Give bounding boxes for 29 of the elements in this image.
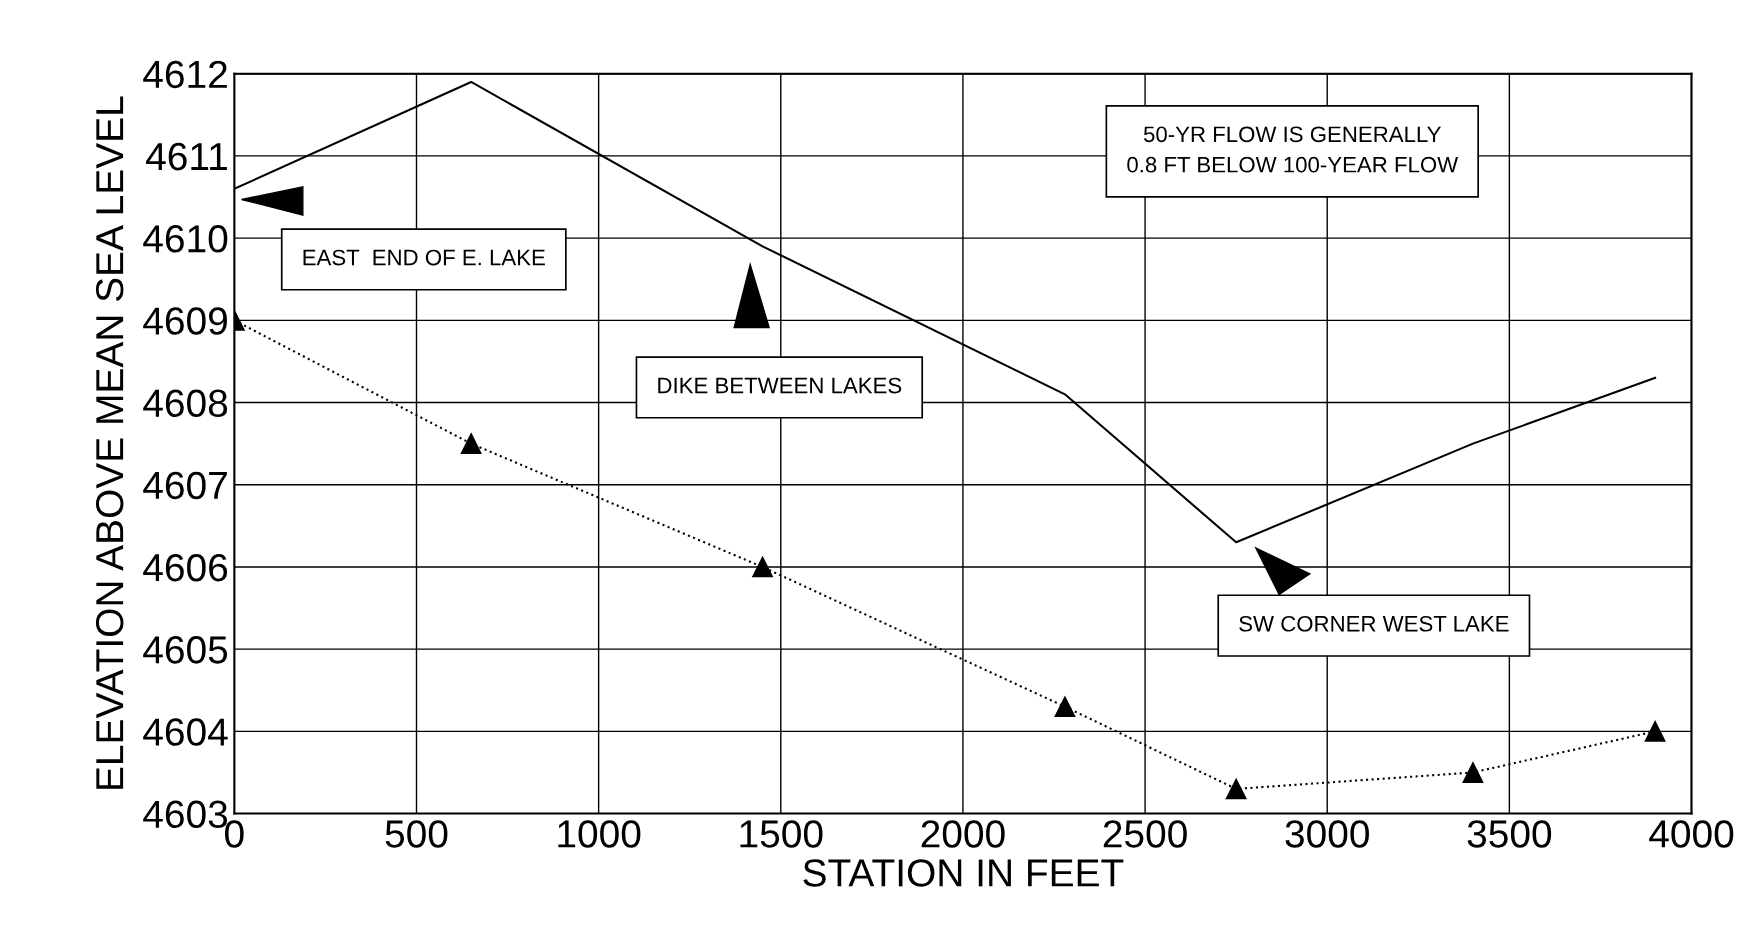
x-tick-label: 500	[385, 820, 448, 848]
y-axis-title: ELEVATION ABOVE MEAN SEA LEVEL	[95, 96, 124, 789]
y-tick-label: 4611	[146, 142, 227, 171]
y-tick-label: 4612	[143, 60, 227, 89]
point	[1462, 762, 1484, 783]
point	[1644, 720, 1666, 742]
annotation: SW CORNER WEST LAKE	[1239, 615, 1509, 632]
x-tick-label: 1500	[740, 820, 823, 848]
y-tick-label: 4610	[143, 225, 228, 253]
y-tick-label: 4604	[143, 718, 228, 746]
annotation: EAST END OF E. LAKE	[303, 249, 545, 266]
y-tick-label: 4607	[143, 471, 227, 500]
point	[1225, 778, 1247, 800]
x-tick-label: 3500	[1467, 820, 1552, 848]
y-tick-label: 4606	[143, 553, 228, 582]
point	[1054, 696, 1076, 718]
y-tick-label: 4605	[143, 636, 228, 664]
point	[752, 556, 773, 578]
point	[460, 433, 482, 455]
x-axis-title: STATION IN FEET	[803, 859, 1124, 887]
y-tick-label: 4608	[143, 389, 228, 418]
x-tick-label: 4000	[1649, 820, 1734, 848]
x-tick-label: 3000	[1285, 820, 1369, 848]
x-tick-label: 1000	[558, 820, 641, 848]
x-tick-label: 2000	[921, 820, 1005, 848]
annotation: DIKE BETWEEN LAKES	[658, 377, 902, 394]
x-tick-label: 2500	[1103, 820, 1187, 848]
annotation: 50-YR FLOW IS GENERALLY 0.8 FT BELOW 100-YEAR FLOW	[1127, 126, 1459, 173]
y-tick-label: 4609	[143, 307, 227, 335]
